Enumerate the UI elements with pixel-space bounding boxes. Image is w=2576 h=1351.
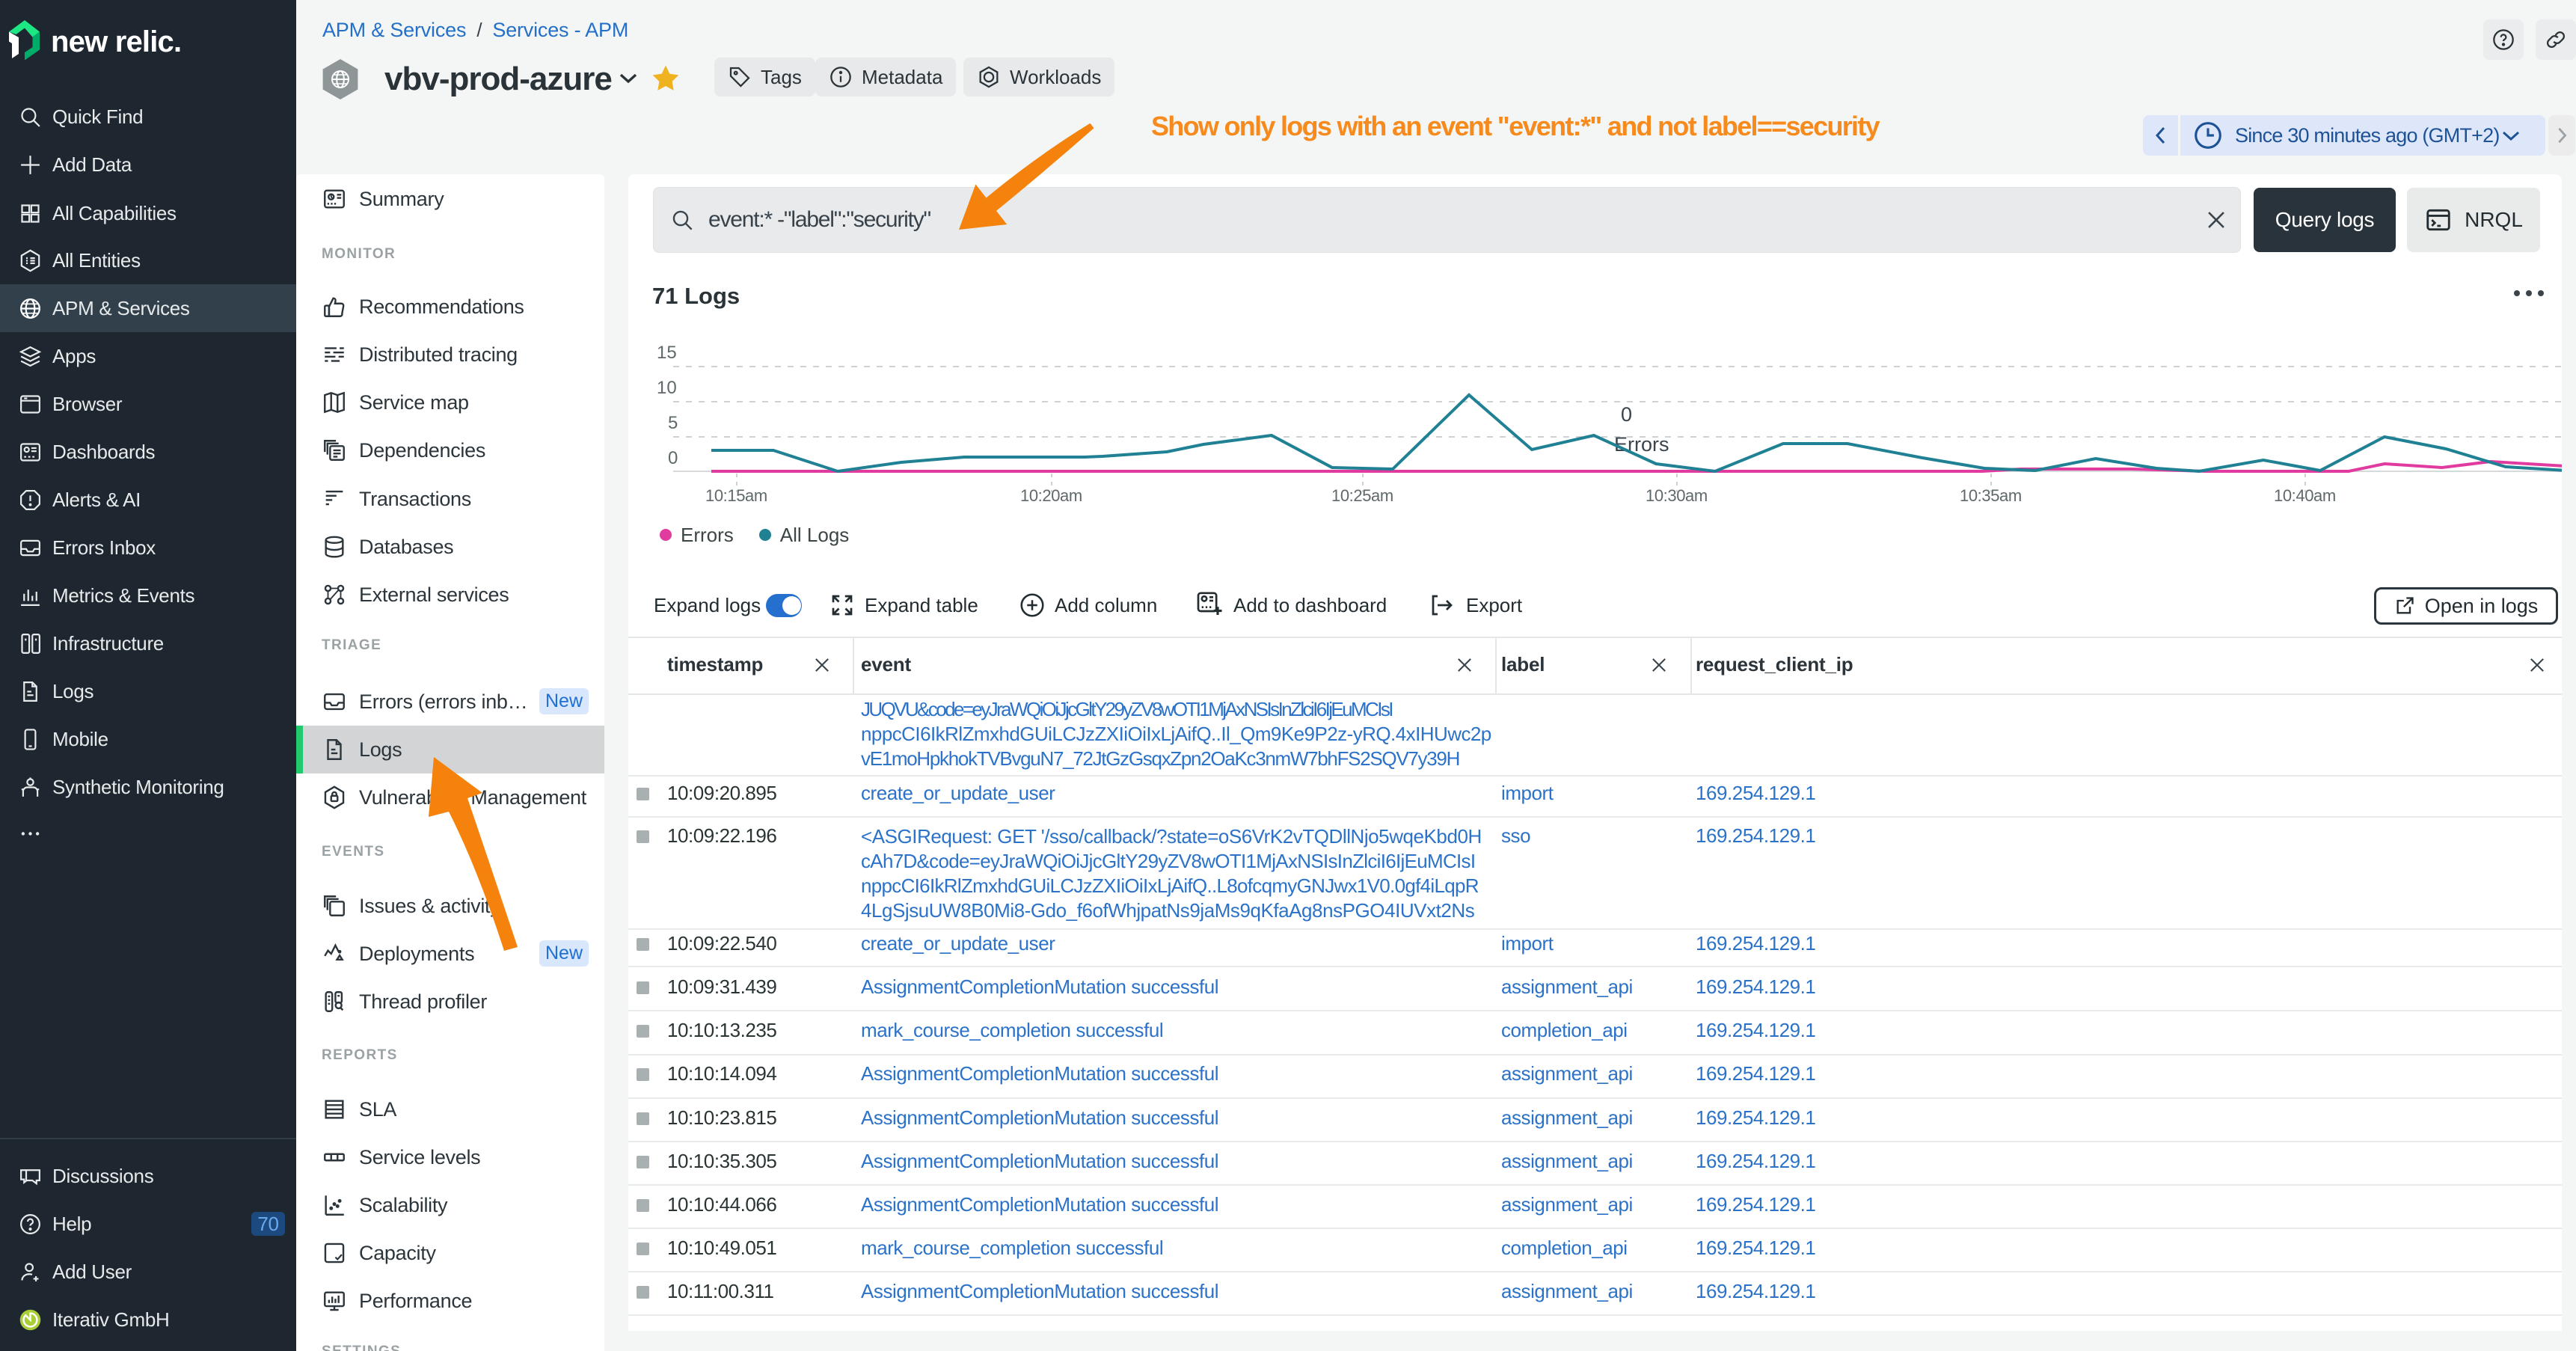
svg-text:10:20am: 10:20am [1020,486,1082,505]
svg-text:0: 0 [1621,403,1632,426]
svg-text:10:15am: 10:15am [705,486,767,505]
svg-text:10:35am: 10:35am [1960,486,2022,505]
svg-text:new relic.: new relic. [51,25,181,58]
svg-text:5: 5 [668,413,678,433]
svg-text:0: 0 [668,448,678,468]
svg-text:10:25am: 10:25am [1331,486,1393,505]
svg-text:10:30am: 10:30am [1646,486,1708,505]
svg-text:10:40am: 10:40am [2274,486,2336,505]
svg-text:Errors: Errors [1614,433,1669,456]
svg-text:15: 15 [657,343,677,363]
svg-text:10: 10 [657,378,677,398]
